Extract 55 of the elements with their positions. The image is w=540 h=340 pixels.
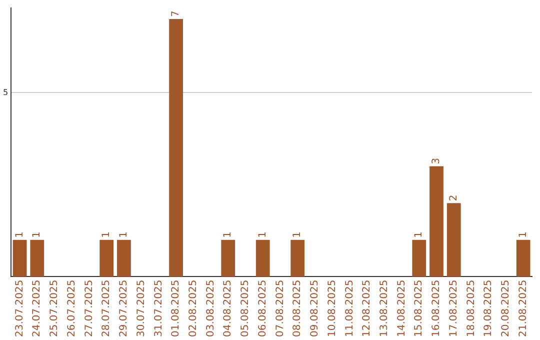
bar <box>169 19 183 277</box>
x-tick-label: 26.07.2025 <box>66 280 78 338</box>
x-tick-label: 31.07.2025 <box>153 280 164 338</box>
x-tick-label: 09.08.2025 <box>310 280 321 338</box>
x-tick-label: 29.07.2025 <box>118 280 130 338</box>
x-tick-label: 19.08.2025 <box>483 280 494 338</box>
bar <box>290 240 305 277</box>
bar <box>412 240 426 277</box>
y-tick-label: 5 <box>2 88 8 97</box>
x-tick-label: 02.08.2025 <box>188 280 199 338</box>
x-tick-label: 12.08.2025 <box>362 280 373 338</box>
x-tick-label: 04.08.2025 <box>222 280 234 338</box>
bar <box>30 240 44 277</box>
bar <box>100 240 114 277</box>
x-tick-label: 03.08.2025 <box>205 280 216 338</box>
data-label: 1 <box>118 232 130 238</box>
x-tick-label: 08.08.2025 <box>292 280 304 338</box>
x-tick-label: 20.08.2025 <box>500 280 512 338</box>
x-tick-label: 15.08.2025 <box>414 280 425 338</box>
bar <box>446 203 461 277</box>
data-label: 1 <box>292 232 304 238</box>
bar <box>221 240 236 277</box>
x-tick-label: 10.08.2025 <box>326 280 338 338</box>
data-label: 1 <box>14 232 26 238</box>
data-label: 1 <box>222 232 234 238</box>
x-tick-label: 17.08.2025 <box>448 280 460 338</box>
data-label: 1 <box>518 232 529 238</box>
bar <box>12 240 27 277</box>
x-tick-label: 16.08.2025 <box>431 280 442 338</box>
bar <box>117 240 131 277</box>
x-tick-label: 07.08.2025 <box>274 280 286 338</box>
x-tick-label: 21.08.2025 <box>518 280 529 338</box>
bar <box>256 240 270 277</box>
x-tick-label: 06.08.2025 <box>257 280 268 338</box>
data-label: 1 <box>32 232 43 238</box>
x-tick-label: 23.07.2025 <box>14 280 26 338</box>
data-label: 3 <box>431 158 442 164</box>
x-tick-label: 24.07.2025 <box>32 280 43 338</box>
data-label: 7 <box>170 10 182 18</box>
x-tick-label: 11.08.2025 <box>344 280 356 338</box>
x-tick-label: 01.08.2025 <box>170 280 182 338</box>
x-tick-label: 18.08.2025 <box>466 280 477 338</box>
x-tick-label: 30.07.2025 <box>136 280 147 338</box>
x-tick-label: 13.08.2025 <box>379 280 390 338</box>
bar <box>516 240 530 277</box>
data-label: 2 <box>448 194 460 202</box>
data-label: 1 <box>101 232 112 238</box>
x-tick-label: 25.07.2025 <box>49 280 60 338</box>
x-tick-label: 28.07.2025 <box>101 280 112 338</box>
data-label: 1 <box>414 232 425 238</box>
x-tick-label: 14.08.2025 <box>396 280 408 338</box>
x-tick-label: 05.08.2025 <box>240 280 252 338</box>
x-tick-label: 27.07.2025 <box>84 280 95 338</box>
bar <box>430 166 444 277</box>
data-label: 1 <box>257 232 268 238</box>
